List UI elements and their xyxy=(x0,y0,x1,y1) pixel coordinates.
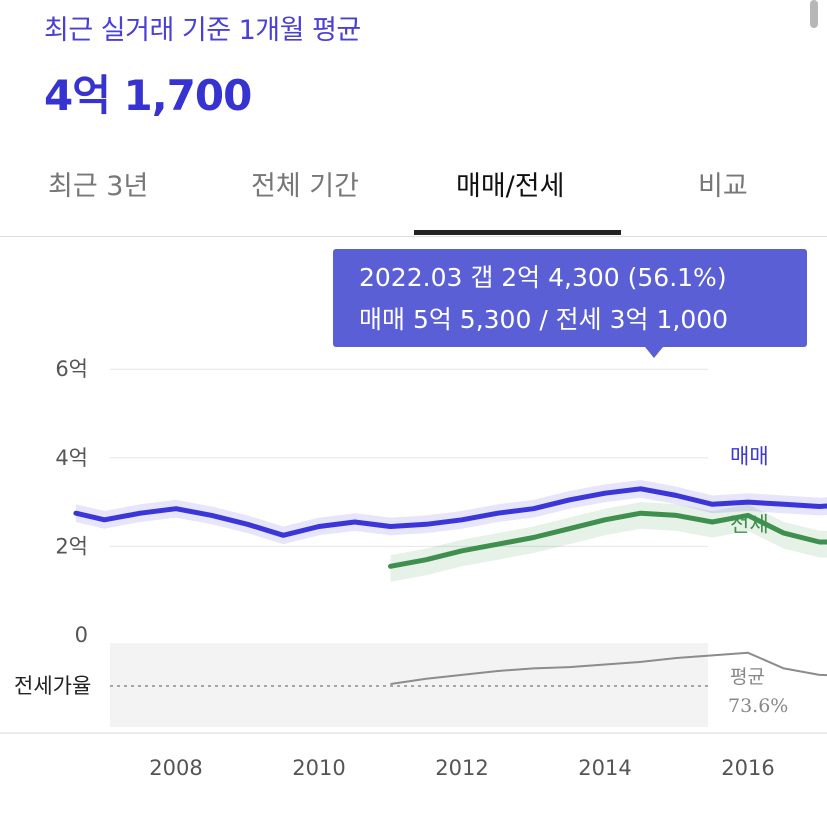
jeonse-series-label: 전세 xyxy=(730,512,769,536)
tabs-divider xyxy=(0,236,827,237)
sale-line xyxy=(73,486,827,538)
tab-all-period[interactable]: 전체 기간 xyxy=(251,171,359,202)
x-tick-label: 2016 xyxy=(721,756,774,780)
ratio-panel-background xyxy=(110,643,708,727)
ratio-panel xyxy=(110,643,708,727)
y-tick-label: 4억 xyxy=(55,446,88,470)
y-tick-label: 0 xyxy=(75,623,88,647)
sale-series-label: 매매 xyxy=(730,445,769,469)
series-lines xyxy=(73,486,827,685)
x-tick-label: 2008 xyxy=(149,756,202,780)
scrollbar-thumb[interactable] xyxy=(810,0,818,28)
y-tick-label: 6억 xyxy=(55,357,88,381)
tooltip-gap-line: 2022.03 갭 2억 4,300 (56.1%) xyxy=(359,263,727,292)
x-tick-label: 2010 xyxy=(292,756,345,780)
average-price: 4억 1,700 xyxy=(44,71,252,120)
tooltip-price-line: 매매 5억 5,300 / 전세 3억 1,000 xyxy=(359,305,729,334)
grid xyxy=(0,368,827,734)
tab-recent-3-years[interactable]: 최근 3년 xyxy=(48,171,149,202)
period-tabs: 최근 3년 전체 기간 매매/전세 비교 xyxy=(0,150,827,236)
subtitle: 최근 실거래 기준 1개월 평균 xyxy=(44,15,361,46)
tab-compare[interactable]: 비교 xyxy=(698,171,748,202)
x-tick-label: 2012 xyxy=(435,756,488,780)
ratio-average-label: 평균 xyxy=(730,666,765,688)
x-tick-label: 2014 xyxy=(578,756,631,780)
ratio-average-value: 73.6% xyxy=(728,695,788,717)
tab-sale-jeonse[interactable]: 매매/전세 xyxy=(456,171,565,202)
tooltip-arrow xyxy=(645,347,663,358)
jeonse-line xyxy=(388,510,827,569)
x-axis: 20082010201220142016201820202022 xyxy=(149,756,774,780)
active-tab-indicator xyxy=(414,230,621,235)
ratio-axis-label: 전세가율 xyxy=(14,674,91,698)
y-tick-label: 2억 xyxy=(55,534,88,558)
ratio-line xyxy=(390,651,827,685)
price-tooltip: 2022.03 갭 2억 4,300 (56.1%) 매매 5억 5,300 /… xyxy=(333,249,807,358)
